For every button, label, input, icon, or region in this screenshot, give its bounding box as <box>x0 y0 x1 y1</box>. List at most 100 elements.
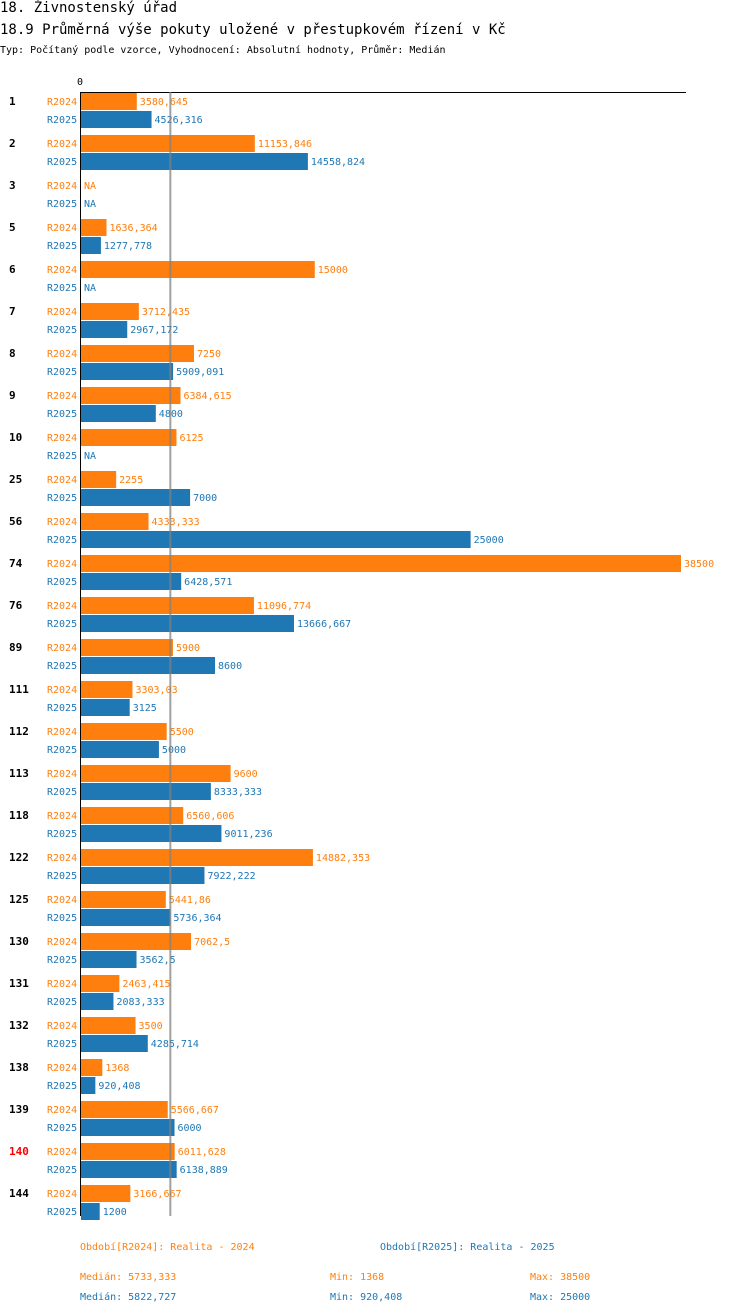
series-label: R2024 <box>47 727 77 738</box>
series-label: R2025 <box>47 199 77 210</box>
value-label: 7250 <box>197 349 221 360</box>
bar <box>81 111 152 128</box>
series-label: R2025 <box>47 997 77 1008</box>
group-label: 111 <box>9 683 29 696</box>
bar <box>81 1185 131 1202</box>
group-label: 3 <box>9 179 16 192</box>
value-label: 2967,172 <box>130 325 178 336</box>
value-label: 1636,364 <box>110 223 158 234</box>
value-label: 3303,03 <box>135 685 177 696</box>
series-label: R2025 <box>47 1165 77 1176</box>
bar <box>81 573 182 590</box>
group-label: 6 <box>9 263 16 276</box>
series-label: R2025 <box>47 619 77 630</box>
bar <box>81 867 205 884</box>
bar <box>81 1017 136 1034</box>
value-label: 8600 <box>218 661 242 672</box>
series-label: R2025 <box>47 325 77 336</box>
value-label: 2255 <box>119 475 143 486</box>
value-label: 3125 <box>133 703 157 714</box>
bar <box>81 975 120 992</box>
series-label: R2025 <box>47 829 77 840</box>
page-title: 18. Živnostenský úřad <box>0 0 178 16</box>
bar <box>81 741 159 758</box>
series-label: R2024 <box>47 307 77 318</box>
bar <box>81 555 681 572</box>
bar <box>81 1161 177 1178</box>
group-label: 118 <box>9 809 29 822</box>
value-label: 5000 <box>162 745 186 756</box>
value-label: 9011,236 <box>224 829 272 840</box>
bar <box>81 657 216 674</box>
bar <box>81 723 167 740</box>
series-label: R2025 <box>47 367 77 378</box>
value-label: 1277,778 <box>104 241 152 252</box>
bar <box>81 1119 175 1136</box>
value-label: 6428,571 <box>184 577 232 588</box>
group-label: 10 <box>9 431 22 444</box>
series-label: R2024 <box>47 517 77 528</box>
max-r2025: Max: 25000 <box>530 1292 591 1303</box>
series-label: R2024 <box>47 349 77 360</box>
bar <box>81 1035 148 1052</box>
series-label: R2025 <box>47 283 77 294</box>
series-label: R2024 <box>47 97 77 108</box>
min-r2024: Min: 1368 <box>330 1272 385 1283</box>
value-label: 6011,628 <box>178 1147 226 1158</box>
bar <box>81 153 308 170</box>
value-label: 5736,364 <box>173 913 221 924</box>
value-label: 11153,846 <box>258 139 312 150</box>
series-label: R2024 <box>47 559 77 570</box>
series-label: R2025 <box>47 703 77 714</box>
min-r2025: Min: 920,408 <box>330 1292 403 1303</box>
bar <box>81 531 471 548</box>
value-label: 7000 <box>193 493 217 504</box>
bar <box>81 993 114 1010</box>
group-label: 8 <box>9 347 16 360</box>
bar <box>81 891 166 908</box>
bar <box>81 597 254 614</box>
value-label: NA <box>84 283 96 294</box>
group-label: 144 <box>9 1187 29 1200</box>
bar <box>81 639 173 656</box>
group-label: 25 <box>9 473 22 486</box>
series-label: R2024 <box>47 391 77 402</box>
bar <box>81 951 137 968</box>
series-label: R2024 <box>47 895 77 906</box>
legend-r2025: Období[R2025]: Realita - 2025 <box>380 1242 555 1253</box>
value-label: 11096,774 <box>257 601 311 612</box>
bar <box>81 933 192 950</box>
group-label: 122 <box>9 851 29 864</box>
value-label: NA <box>84 199 96 210</box>
series-label: R2025 <box>47 493 77 504</box>
bar <box>81 489 191 506</box>
series-label: R2024 <box>47 223 77 234</box>
group-label: 9 <box>9 389 16 402</box>
series-label: R2024 <box>47 811 77 822</box>
bar <box>81 1203 100 1220</box>
group-label: 1 <box>9 95 16 108</box>
value-label: 14882,353 <box>316 853 370 864</box>
value-label: 6000 <box>178 1123 202 1134</box>
bar <box>81 765 231 782</box>
bar <box>81 135 255 152</box>
group-label: 138 <box>9 1061 29 1074</box>
group-label: 113 <box>9 767 29 780</box>
group-label: 7 <box>9 305 16 318</box>
bar-chart: 0 1 R2024 3580,645 R2025 4526,316 2 R2024 11153,… <box>9 77 714 1220</box>
series-label: R2025 <box>47 451 77 462</box>
bar <box>81 471 117 488</box>
value-label: 7062,5 <box>194 937 230 948</box>
series-label: R2024 <box>47 685 77 696</box>
bar <box>81 1101 168 1118</box>
median-r2025: Medián: 5822,727 <box>80 1292 177 1303</box>
group-label: 132 <box>9 1019 29 1032</box>
series-label: R2024 <box>47 139 77 150</box>
value-label: 4285,714 <box>151 1039 199 1050</box>
value-label: 6560,606 <box>186 811 234 822</box>
bar <box>81 303 139 320</box>
median-r2024: Medián: 5733,333 <box>80 1272 177 1283</box>
series-label: R2025 <box>47 955 77 966</box>
series-label: R2025 <box>47 1123 77 1134</box>
bar <box>81 429 177 446</box>
